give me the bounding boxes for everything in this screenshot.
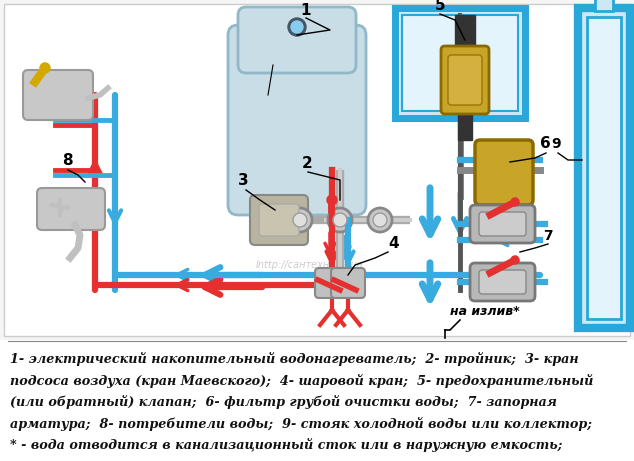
Circle shape (327, 195, 337, 205)
FancyBboxPatch shape (448, 55, 482, 105)
FancyBboxPatch shape (259, 204, 299, 236)
Circle shape (293, 213, 307, 227)
FancyBboxPatch shape (475, 140, 533, 205)
Text: 4: 4 (388, 236, 399, 251)
Bar (4, 4, 630, 336)
Bar (587, 17, 621, 319)
Circle shape (368, 208, 392, 232)
FancyBboxPatch shape (470, 263, 535, 301)
FancyBboxPatch shape (37, 188, 105, 230)
FancyBboxPatch shape (470, 205, 535, 243)
Text: 2: 2 (302, 156, 313, 171)
Text: арматура;  8- потребители воды;  9- стояк холодной воды или коллектор;: арматура; 8- потребители воды; 9- стояк … (10, 416, 592, 431)
Text: * - вода отводится в канализационный сток или в наружную емкость;: * - вода отводится в канализационный сто… (10, 438, 562, 452)
Bar (395, 8, 525, 118)
Circle shape (333, 213, 347, 227)
FancyBboxPatch shape (287, 198, 307, 222)
Circle shape (373, 213, 387, 227)
Text: 7: 7 (543, 229, 553, 243)
Bar (578, 8, 630, 328)
Text: подсоса воздуха (кран Маевского);  4- шаровой кран;  5- предохранительный: подсоса воздуха (кран Маевского); 4- шар… (10, 373, 593, 388)
FancyBboxPatch shape (441, 46, 489, 114)
Circle shape (511, 256, 519, 264)
Bar (595, 0, 613, 11)
Text: 9: 9 (551, 137, 560, 151)
FancyBboxPatch shape (315, 268, 349, 298)
Text: 1: 1 (300, 3, 311, 18)
Circle shape (288, 18, 306, 36)
Circle shape (288, 208, 312, 232)
FancyBboxPatch shape (238, 7, 356, 73)
Circle shape (291, 21, 303, 33)
Bar (458, 110, 472, 140)
Text: 6: 6 (540, 136, 551, 151)
FancyBboxPatch shape (479, 212, 526, 236)
Text: Inttp://сантехника.ua: Inttp://сантехника.ua (256, 260, 364, 270)
FancyBboxPatch shape (479, 270, 526, 294)
Bar (455, 15, 475, 58)
FancyBboxPatch shape (228, 25, 366, 215)
Bar (0, 0, 634, 340)
Text: 5: 5 (435, 0, 446, 13)
Bar (402, 15, 518, 111)
Circle shape (328, 208, 352, 232)
Text: 3: 3 (238, 173, 249, 188)
FancyBboxPatch shape (331, 268, 365, 298)
Circle shape (40, 63, 50, 73)
Text: на излив*: на излив* (450, 305, 520, 318)
FancyBboxPatch shape (250, 195, 308, 245)
Text: 1- электрический накопительный водонагреватель;  2- тройник;  3- кран: 1- электрический накопительный водонагре… (10, 352, 579, 366)
FancyBboxPatch shape (23, 70, 93, 120)
Text: 8: 8 (62, 153, 73, 168)
Text: (или обратный) клапан;  6- фильтр грубой очистки воды;  7- запорная: (или обратный) клапан; 6- фильтр грубой … (10, 395, 557, 409)
Circle shape (511, 198, 519, 206)
